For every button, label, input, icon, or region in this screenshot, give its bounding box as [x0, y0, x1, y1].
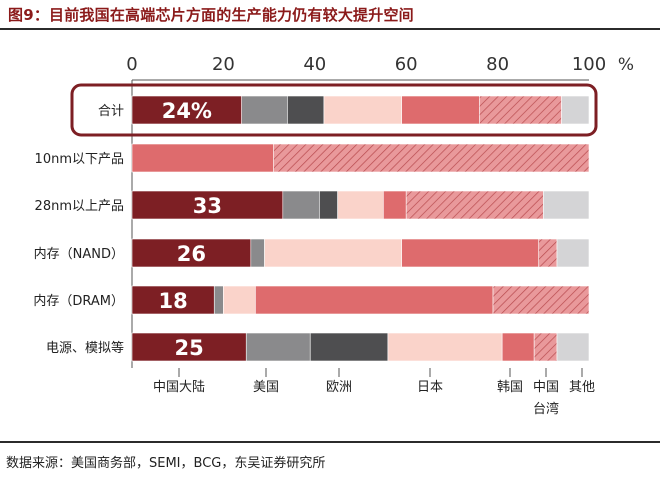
bar-segment — [131, 143, 274, 173]
data-label: 33 — [193, 194, 222, 218]
bar-segment — [501, 332, 535, 362]
bar-segment — [131, 332, 247, 362]
bar-segment — [264, 238, 402, 268]
x-tick-label: 0 — [126, 54, 137, 75]
bar-segment — [337, 190, 384, 220]
bar-segment — [405, 190, 544, 220]
legend-label: 中国大陆 — [153, 379, 205, 395]
bar-segment — [223, 285, 256, 315]
bar-segment — [533, 332, 558, 362]
category-label: 合计 — [98, 104, 124, 119]
bar-segment — [387, 332, 503, 362]
bar-segment — [561, 95, 590, 125]
bar-segment — [323, 95, 402, 125]
bar-segment — [131, 190, 284, 220]
data-label: 25 — [175, 336, 204, 360]
category-label: 内存（DRAM） — [33, 293, 124, 309]
bar-segment — [492, 285, 590, 315]
legend-label: 韩国 — [497, 380, 523, 395]
bar-segment — [556, 238, 590, 268]
bar-segment — [319, 190, 338, 220]
x-tick-label: 100 — [572, 54, 606, 75]
legend-label: 欧洲 — [326, 380, 352, 395]
legend-label: 其他 — [569, 380, 595, 395]
highlight-frame — [70, 83, 598, 137]
bar-segment — [556, 332, 590, 362]
x-tick-label: 60 — [395, 54, 418, 75]
x-tick-label: 80 — [486, 54, 509, 75]
bar-segment — [401, 238, 540, 268]
source-note: 数据来源：美国商务部，SEMI，BCG，东吴证券研究所 — [6, 456, 326, 471]
footer-divider — [0, 441, 660, 443]
bar-segment — [131, 95, 242, 125]
bar-segment — [245, 332, 311, 362]
x-tick-label: 40 — [303, 54, 326, 75]
chart-title: 图9：目前我国在高端芯片方面的生产能力仍有较大提升空间 — [8, 6, 414, 24]
bar-segment — [282, 190, 320, 220]
data-label: 18 — [159, 289, 188, 313]
bar-segment — [309, 332, 389, 362]
category-label: 电源、模拟等 — [46, 340, 124, 356]
x-unit-label: % — [618, 55, 634, 75]
bar-segment — [479, 95, 562, 125]
data-label: 26 — [177, 242, 206, 266]
bar-segment — [383, 190, 407, 220]
category-label: 内存（NAND） — [34, 246, 124, 262]
legend-label: 台湾 — [533, 401, 559, 417]
bar-segment — [273, 143, 590, 173]
bar-segment — [250, 238, 265, 268]
data-label: 24% — [162, 99, 212, 123]
category-label: 28nm以上产品 — [35, 199, 124, 214]
x-tick-label: 20 — [212, 54, 235, 75]
bar-segment — [538, 238, 558, 268]
legend-label: 日本 — [417, 380, 443, 395]
bar-segment — [542, 190, 590, 220]
bar-segment — [241, 95, 288, 125]
legend-label: 中国 — [533, 380, 559, 395]
bar-segment — [401, 95, 480, 125]
bar-segment — [287, 95, 325, 125]
category-label: 10nm以下产品 — [35, 152, 124, 167]
legend-label: 美国 — [253, 380, 279, 395]
title-divider — [0, 28, 660, 30]
bar-segment — [213, 285, 224, 315]
bar-segment — [255, 285, 494, 315]
